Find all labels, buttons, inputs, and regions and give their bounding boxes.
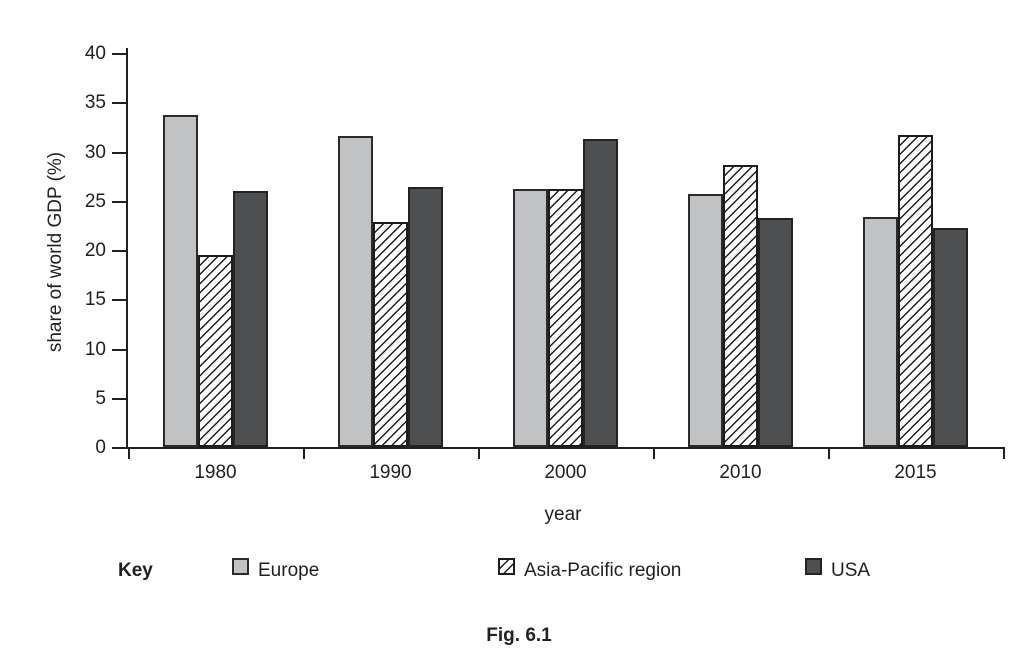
bar-usa-2010: [758, 218, 793, 447]
y-axis-tick-label: 0: [95, 437, 106, 458]
y-axis-tick-label: 5: [95, 387, 106, 409]
y-axis-tick-label: 15: [84, 289, 106, 311]
y-tick: [112, 53, 126, 55]
key-swatch-usa: [805, 558, 822, 575]
y-axis-tick-label: 35: [84, 92, 106, 114]
bar-asia-pacific-region-1980: [198, 254, 233, 447]
bar-asia-pacific-region-2010: [723, 165, 758, 447]
x-axis-tick-label: 2000: [544, 462, 587, 483]
x-axis-tick-label: 1990: [369, 462, 412, 483]
y-axis-line: [126, 48, 128, 449]
y-tick: [112, 299, 126, 302]
bar-asia-pacific-region-1990: [373, 222, 408, 447]
x-tick: [1003, 449, 1005, 459]
bar-europe-1980: [163, 115, 198, 447]
y-axis-tick-label: 30: [84, 141, 106, 163]
bar-usa-1990: [408, 186, 443, 447]
y-tick: [112, 348, 126, 351]
key-swatch-asia-pacific-region: [498, 558, 515, 575]
bar-usa-1980: [233, 190, 268, 447]
x-tick: [828, 449, 830, 459]
x-axis-tick-label: 2015: [894, 462, 937, 483]
x-tick: [478, 449, 480, 459]
key-item-label: USA: [831, 560, 871, 581]
x-tick: [128, 449, 130, 459]
bar-chart-plot-area: share of world GDP (%) year 0 5 10 15 20 25 30…: [45, 43, 1005, 525]
bar-europe-2015: [863, 217, 898, 447]
key-swatch-europe: [232, 558, 249, 575]
y-tick: [112, 397, 126, 400]
x-axis-title: year: [544, 504, 582, 525]
key-label: Key: [118, 560, 153, 581]
y-tick: [112, 151, 126, 154]
bar-europe-2000: [513, 188, 548, 447]
y-tick: [112, 102, 126, 105]
key-item-label: Asia-Pacific region: [524, 560, 682, 581]
x-tick: [653, 449, 655, 459]
y-axis-tick-label: 10: [84, 338, 106, 360]
x-tick: [303, 449, 305, 459]
y-axis-tick-label: 25: [84, 190, 106, 212]
bar-asia-pacific-region-2015: [898, 134, 933, 447]
y-axis-tick-label: 40: [84, 43, 106, 64]
bar-usa-2015: [933, 228, 968, 447]
x-axis-tick-label: 2010: [719, 462, 762, 483]
x-axis-line: [112, 447, 1005, 449]
bar-europe-1990: [338, 135, 373, 447]
y-tick: [112, 250, 126, 252]
bar-asia-pacific-region-2000: [548, 188, 583, 447]
figure-caption: Fig. 6.1: [486, 625, 552, 646]
y-axis-tick-label: 20: [84, 240, 106, 261]
x-axis-tick-label: 1980: [194, 462, 237, 483]
bar-usa-2000: [583, 138, 618, 447]
key-item-label: Europe: [258, 560, 320, 581]
bar-europe-2010: [688, 193, 723, 447]
y-tick: [112, 200, 126, 203]
